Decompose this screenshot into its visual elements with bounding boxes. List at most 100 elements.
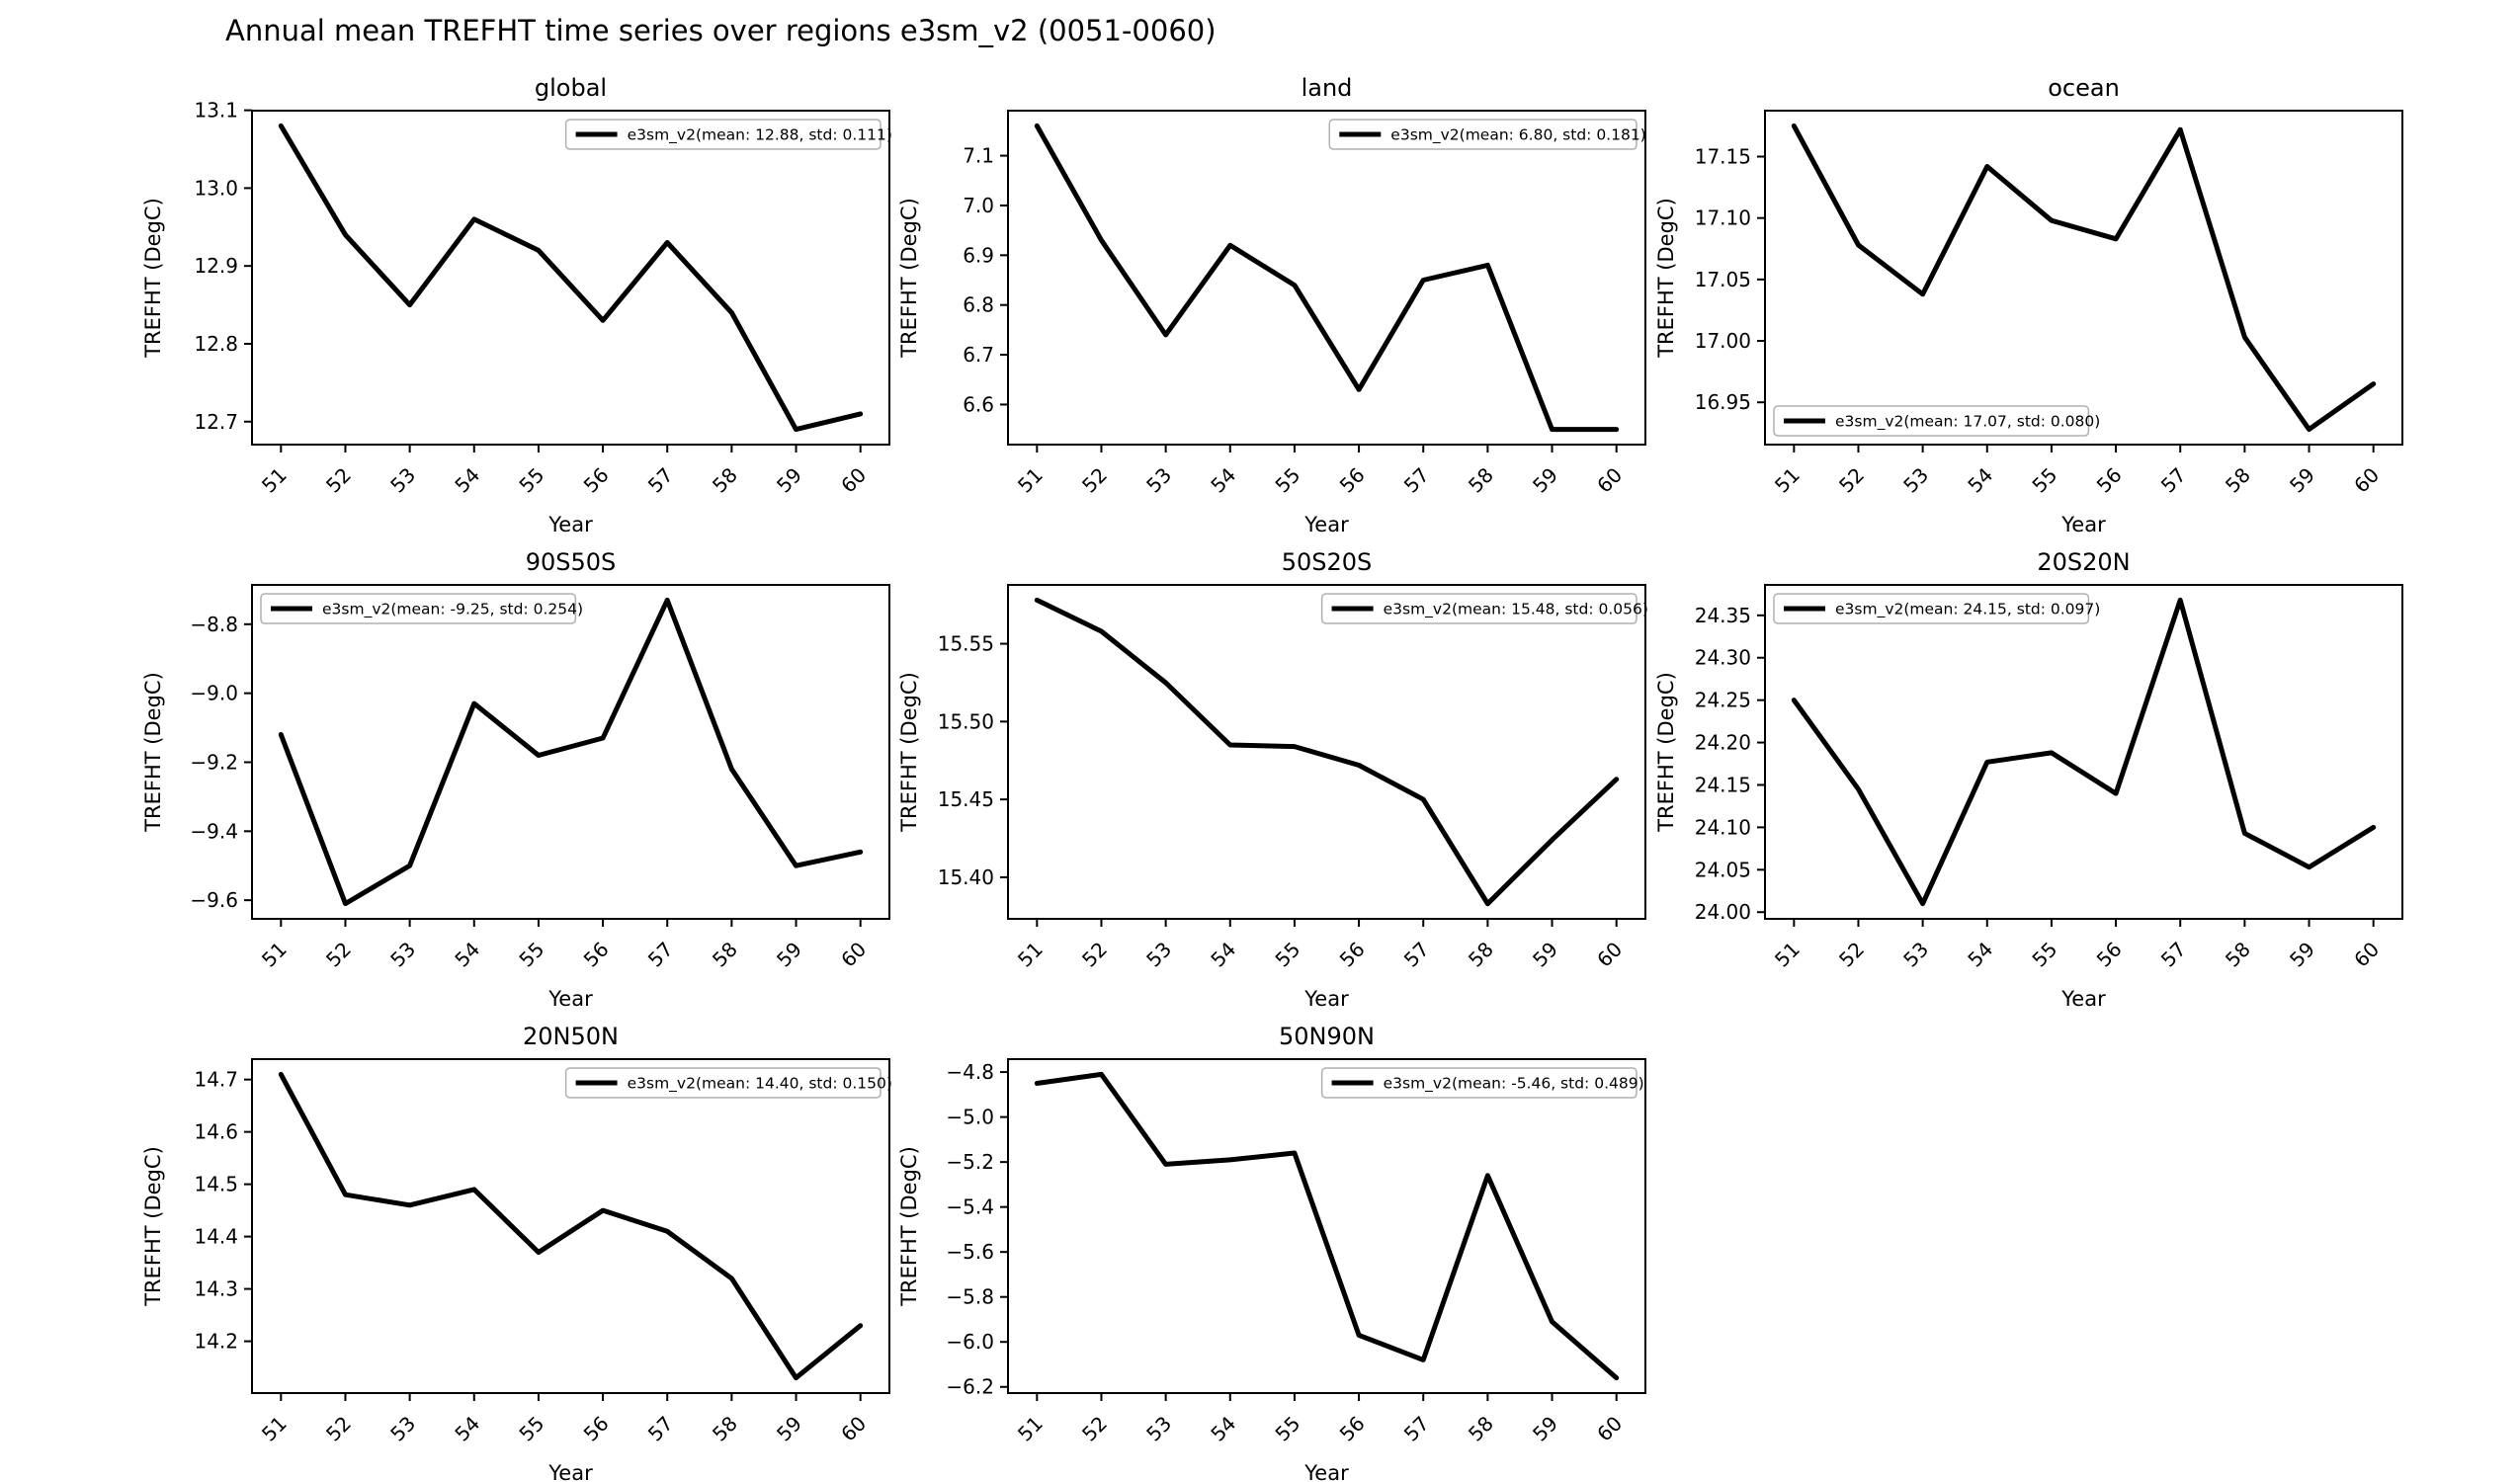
x-tick-label: 58 bbox=[1464, 1412, 1498, 1446]
y-tick-label: −9.6 bbox=[190, 888, 238, 912]
legend-box bbox=[1773, 593, 2090, 624]
subplot-title: 90S50S bbox=[526, 548, 617, 576]
legend-box bbox=[564, 119, 882, 150]
legend: e3sm_v2(mean: 12.88, std: 0.111) bbox=[564, 119, 892, 150]
plot-area bbox=[251, 110, 890, 446]
x-tick-label: 53 bbox=[1141, 938, 1176, 972]
x-tick-label: 60 bbox=[1592, 1412, 1627, 1446]
x-tick-label: 51 bbox=[257, 1412, 292, 1446]
y-tick-label: 12.8 bbox=[194, 332, 238, 356]
y-tick-label: 12.9 bbox=[194, 254, 238, 278]
y-tick-label: 24.10 bbox=[1695, 815, 1751, 839]
subplot-90S50S: 90S50S −9.6 −9.4 −9.2 −9.0 −8.8 51 52 53 54 55 56 57… bbox=[141, 548, 890, 1011]
x-tick-label: 56 bbox=[1335, 938, 1370, 972]
x-tick-label: 58 bbox=[708, 463, 742, 498]
x-tick-label: 51 bbox=[257, 463, 292, 498]
plot-area bbox=[1007, 110, 1646, 446]
y-tick-label: −4.8 bbox=[946, 1060, 994, 1084]
x-tick-label: 52 bbox=[321, 463, 356, 498]
y-tick-label: 6.8 bbox=[963, 293, 994, 317]
x-tick-label: 59 bbox=[2285, 463, 2319, 498]
y-tick-label: −5.8 bbox=[946, 1285, 994, 1309]
y-tick-label: 6.6 bbox=[963, 392, 994, 416]
y-tick-label: 13.1 bbox=[194, 99, 238, 123]
x-tick-label: 57 bbox=[1399, 938, 1434, 972]
x-tick-label: 53 bbox=[385, 938, 420, 972]
series-line-e3sm_v2 bbox=[1034, 1071, 1620, 1381]
x-axis-label: Year bbox=[1303, 987, 1349, 1011]
y-axis-label: TREFHT (DegC) bbox=[1654, 198, 1678, 359]
x-tick-label: 55 bbox=[2027, 463, 2061, 498]
subplot-title: global bbox=[535, 74, 607, 102]
x-tick-label: 54 bbox=[450, 463, 484, 498]
x-tick-label: 57 bbox=[1399, 463, 1434, 498]
y-tick-label: 24.05 bbox=[1695, 858, 1751, 881]
subplot-50N90N: 50N90N −6.2 −6.0 −5.8 −5.6 −5.4 −5.2 −5.0 −4.8 51… bbox=[897, 1023, 1646, 1482]
x-tick-label: 51 bbox=[1013, 463, 1048, 498]
legend-box bbox=[1773, 405, 2090, 437]
subplot-ocean: ocean 16.95 17.00 17.05 17.10 17.15 51 52 53 54 55… bbox=[1654, 74, 2403, 536]
subplot-land: land 6.6 6.7 6.8 6.9 7.0 7.1 51 52 53 54 55 56 57 58 59… bbox=[897, 74, 1646, 536]
legend-label: e3sm_v2(mean: 12.88, std: 0.111) bbox=[628, 126, 892, 145]
x-tick-label: 57 bbox=[643, 1412, 678, 1446]
y-tick-label: 17.10 bbox=[1695, 206, 1751, 230]
x-tick-label: 52 bbox=[1077, 938, 1112, 972]
legend-label: e3sm_v2(mean: 17.07, std: 0.080) bbox=[1835, 413, 2100, 432]
y-tick-label: −6.2 bbox=[946, 1375, 994, 1399]
x-tick-label: 53 bbox=[1898, 463, 1933, 498]
x-tick-label: 54 bbox=[1963, 938, 1997, 972]
legend-label: e3sm_v2(mean: 14.40, std: 0.150) bbox=[628, 1075, 892, 1094]
plot-area bbox=[1007, 1058, 1646, 1394]
y-tick-label: −6.0 bbox=[946, 1330, 994, 1354]
y-tick-label: 14.5 bbox=[194, 1173, 238, 1196]
x-tick-label: 53 bbox=[1141, 1412, 1176, 1446]
y-axis-label: TREFHT (DegC) bbox=[141, 672, 165, 833]
figure-title: Annual mean TREFHT time series over regi… bbox=[225, 14, 1217, 47]
legend-box bbox=[564, 1067, 882, 1099]
x-tick-label: 54 bbox=[1206, 1412, 1240, 1446]
y-tick-label: 15.55 bbox=[938, 632, 994, 656]
x-tick-label: 51 bbox=[1013, 1412, 1048, 1446]
x-tick-label: 53 bbox=[385, 463, 420, 498]
y-tick-label: 17.00 bbox=[1695, 329, 1751, 353]
x-tick-label: 55 bbox=[2027, 938, 2061, 972]
y-tick-label: 14.2 bbox=[194, 1330, 238, 1354]
y-tick-label: 16.95 bbox=[1695, 390, 1751, 414]
x-tick-label: 58 bbox=[708, 938, 742, 972]
y-tick-label: 15.40 bbox=[938, 865, 994, 889]
legend: e3sm_v2(mean: 15.48, std: 0.056) bbox=[1320, 593, 1648, 624]
subplot-20S20N: 20S20N 24.00 24.05 24.10 24.15 24.20 24.25 24.3… bbox=[1654, 548, 2403, 1011]
legend: e3sm_v2(mean: 14.40, std: 0.150) bbox=[564, 1067, 892, 1099]
x-tick-label: 59 bbox=[772, 1412, 806, 1446]
x-tick-label: 56 bbox=[2092, 938, 2127, 972]
x-tick-label: 57 bbox=[1399, 1412, 1434, 1446]
x-axis-label: Year bbox=[1303, 1461, 1349, 1482]
y-axis-label: TREFHT (DegC) bbox=[141, 1146, 165, 1307]
x-tick-label: 55 bbox=[514, 1412, 548, 1446]
x-tick-label: 56 bbox=[579, 1412, 614, 1446]
x-tick-label: 52 bbox=[321, 938, 356, 972]
x-tick-label: 57 bbox=[2156, 938, 2191, 972]
x-tick-label: 58 bbox=[1464, 938, 1498, 972]
x-tick-label: 51 bbox=[1770, 938, 1805, 972]
legend: e3sm_v2(mean: -9.25, std: 0.254) bbox=[260, 593, 583, 624]
series-line-e3sm_v2 bbox=[1034, 123, 1620, 433]
y-axis-label: TREFHT (DegC) bbox=[897, 1146, 921, 1307]
y-tick-label: 7.1 bbox=[963, 144, 994, 168]
x-tick-label: 59 bbox=[2285, 938, 2319, 972]
x-tick-label: 55 bbox=[1270, 463, 1304, 498]
x-tick-label: 52 bbox=[321, 1412, 356, 1446]
x-tick-label: 55 bbox=[514, 938, 548, 972]
legend-box bbox=[1320, 593, 1638, 624]
y-tick-label: −9.4 bbox=[190, 819, 238, 843]
y-tick-label: 24.15 bbox=[1695, 773, 1751, 796]
x-tick-label: 57 bbox=[643, 463, 678, 498]
legend-label: e3sm_v2(mean: -5.46, std: 0.489) bbox=[1384, 1075, 1644, 1094]
x-tick-label: 58 bbox=[2221, 938, 2255, 972]
legend-label: e3sm_v2(mean: 15.48, std: 0.056) bbox=[1384, 601, 1648, 619]
legend-label: e3sm_v2(mean: 6.80, std: 0.181) bbox=[1390, 126, 1645, 145]
x-tick-label: 54 bbox=[450, 1412, 484, 1446]
x-tick-label: 54 bbox=[1206, 463, 1240, 498]
series-line-e3sm_v2 bbox=[1791, 597, 2377, 907]
